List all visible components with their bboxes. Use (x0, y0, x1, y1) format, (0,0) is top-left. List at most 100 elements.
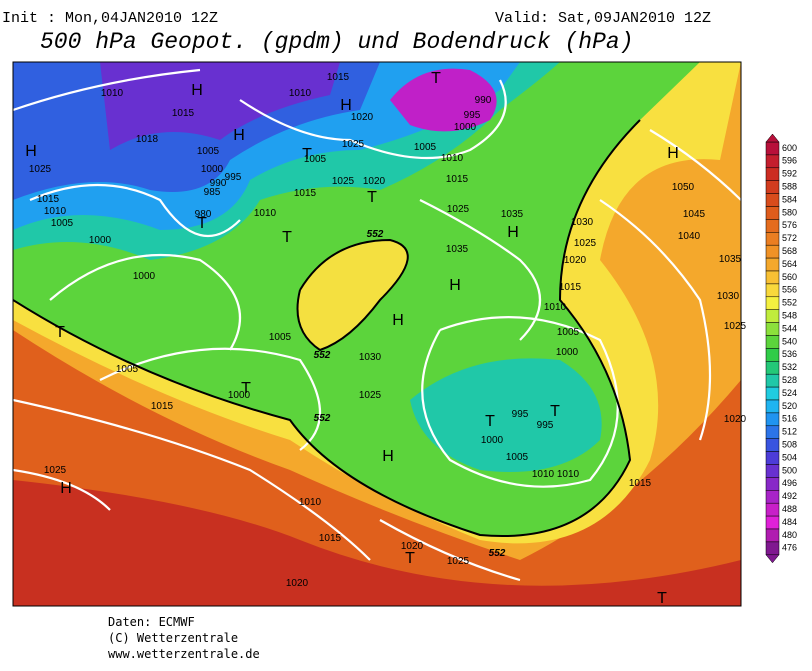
colorbar-label: 508 (782, 440, 797, 450)
colorbar-label: 552 (782, 298, 797, 308)
isobar-label: 1010 (532, 469, 555, 480)
colorbar-label: 524 (782, 388, 797, 398)
isobar-label: 1005 (557, 327, 580, 338)
isobar-label: 1015 (294, 188, 317, 199)
isobar-label: 1030 (359, 352, 382, 363)
pressure-center: T (657, 590, 667, 607)
isobar-label: 980 (195, 209, 212, 220)
colorbar-label: 480 (782, 530, 797, 540)
pressure-center: H (449, 277, 461, 294)
isobar-label: 1025 (29, 164, 52, 175)
footer-copyright: (C) Wetterzentrale (108, 631, 238, 645)
isobar-label: 1020 (564, 255, 587, 266)
pressure-center: H (507, 224, 519, 241)
colorbar-label: 584 (782, 194, 797, 204)
isobar-label: 1015 (559, 282, 582, 293)
isobar-label: 1035 (719, 254, 742, 265)
isobar-label: 1025 (447, 204, 470, 215)
colorbar-label: 512 (782, 427, 797, 437)
isobar-label: 1005 (304, 154, 327, 165)
isobar-label: 995 (464, 110, 481, 121)
colorbar-swatch (765, 515, 780, 530)
colorbar-swatch (765, 180, 780, 194)
pressure-center: H (382, 448, 394, 465)
contour-label: 552 (489, 548, 506, 559)
colorbar-swatch (765, 232, 780, 246)
colorbar-swatch (765, 270, 780, 285)
pressure-center: H (60, 480, 72, 497)
colorbar-swatch (765, 412, 780, 427)
isobar-label: 1005 (51, 218, 74, 229)
colorbar-swatch (765, 309, 780, 323)
colorbar-label: 588 (782, 182, 797, 192)
colorbar-label: 568 (782, 246, 797, 256)
isobar-label: 1015 (446, 174, 469, 185)
colorbar-swatch (765, 348, 780, 362)
isobar-label: 990 (210, 178, 227, 189)
isobar-label: 1000 (228, 390, 251, 401)
colorbar-label: 556 (782, 285, 797, 295)
pressure-center: H (340, 97, 352, 114)
isobar-label: 1035 (446, 244, 469, 255)
colorbar-swatch (765, 335, 780, 349)
colorbar-label: 592 (782, 169, 797, 179)
map-title: 500 hPa Geopot. (gpdm) und Bodendruck (h… (40, 29, 634, 55)
isobar-label: 1025 (44, 465, 67, 476)
isobar-label: 1025 (342, 139, 365, 150)
colorbar-swatch (765, 141, 780, 156)
colorbar-swatch (765, 283, 780, 298)
init-time: Init : Mon,04JAN2010 12Z (2, 10, 218, 27)
isobar-label: 1010 (299, 497, 322, 508)
colorbar-swatch (765, 322, 780, 336)
isobar-label: 1050 (672, 182, 695, 193)
isobar-label: 1010 (44, 206, 67, 217)
pressure-center: T (197, 215, 207, 232)
colorbar-label: 560 (782, 272, 797, 282)
isobar-label: 1005 (116, 364, 139, 375)
isobar-label: 1010 (557, 469, 580, 480)
colorbar-swatch (765, 425, 780, 439)
colorbar-label: 500 (782, 465, 797, 475)
isobar-label: 1025 (359, 390, 382, 401)
pressure-center: T (367, 189, 377, 206)
isobar-label: 1025 (724, 321, 747, 332)
colorbar-label: 548 (782, 311, 797, 321)
colorbar-label: 564 (782, 259, 797, 269)
isobar-label: 1005 (506, 452, 529, 463)
pressure-center: T (431, 70, 441, 87)
isobar-label: 1010 (441, 153, 464, 164)
colorbar-swatch (765, 193, 780, 207)
isobar-label: 1025 (332, 176, 355, 187)
colorbar-label: 496 (782, 478, 797, 488)
pressure-center: T (550, 403, 560, 420)
pressure-center: T (485, 413, 495, 430)
isobar-label: 1030 (717, 291, 740, 302)
isobar-label: 1035 (501, 209, 524, 220)
pressure-center: H (392, 312, 404, 329)
isobar-label: 1000 (481, 435, 504, 446)
isobar-label: 1010 (101, 88, 124, 99)
colorbar-swatch (765, 477, 780, 491)
colorbar-swatch (765, 206, 780, 220)
colorbar-label: 504 (782, 452, 797, 462)
colorbar-label: 528 (782, 375, 797, 385)
pressure-center: T (282, 229, 292, 246)
colorbar-swatch (765, 490, 780, 504)
colorbar-swatch (765, 541, 780, 556)
colorbar-label: 540 (782, 336, 797, 346)
isobar-label: 1040 (678, 231, 701, 242)
colorbar-swatch (765, 451, 780, 465)
isobar-label: 1015 (319, 533, 342, 544)
isobar-label: 1010 (289, 88, 312, 99)
colorbar-swatch (765, 219, 780, 233)
isobar-label: 985 (204, 187, 221, 198)
colorbar: 600 596 592 588 584 580 576 572 568 564 560 556 552 5… (765, 133, 797, 564)
pressure-center: T (55, 324, 65, 341)
pressure-center: T (405, 550, 415, 567)
map-field (13, 62, 741, 606)
colorbar-label: 580 (782, 207, 797, 217)
colorbar-bottom-cap (765, 554, 780, 564)
isobar-label: 995 (512, 409, 529, 420)
footer-source: Daten: ECMWF (108, 615, 195, 629)
